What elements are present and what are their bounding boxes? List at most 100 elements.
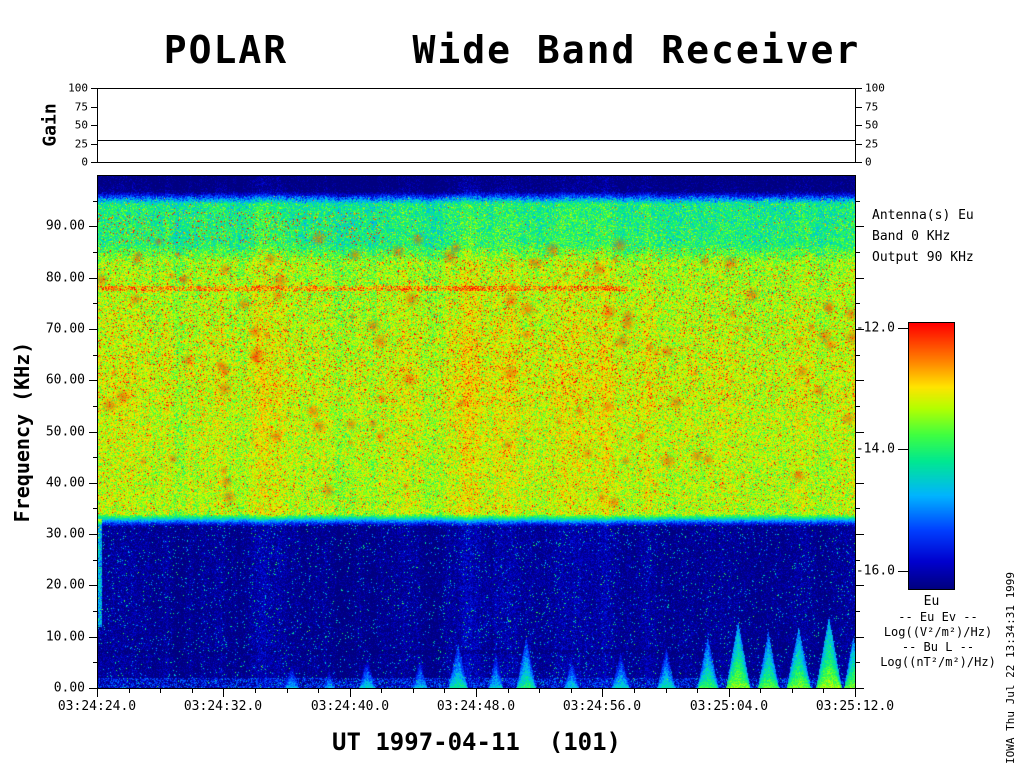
antenna-annotation: Antenna(s) Eu: [872, 208, 974, 223]
colorbar-tick: [898, 449, 908, 450]
time-minor-tick: [508, 689, 509, 693]
gain-tick-label: 25: [75, 138, 88, 151]
freq-tick-label: 60.00: [46, 373, 85, 388]
freq-tick-label: 50.00: [46, 425, 85, 440]
freq-tick-label: 90.00: [46, 219, 85, 234]
gain-tick-label: 25: [865, 138, 878, 151]
gain-tick: [856, 107, 862, 108]
creation-timestamp: IOWA Thu Jul 22 13:34:31 1999: [1004, 572, 1017, 764]
time-tick: [350, 689, 351, 697]
time-axis-label: UT 1997-04-11 (101): [97, 728, 856, 756]
gain-tick-label: 0: [865, 156, 872, 169]
freq-tick: [89, 483, 97, 484]
polar-wbr-figure: POLAR Wide Band Receiver Gain Frequency …: [0, 0, 1024, 768]
gain-axis-label: Gain: [40, 103, 61, 146]
freq-tick: [89, 585, 97, 586]
freq-tick: [856, 585, 864, 586]
gain-tick: [856, 88, 862, 89]
time-tick-label: 03:24:56.0: [563, 699, 641, 714]
gain-tick-label: 50: [865, 119, 878, 132]
time-minor-tick: [381, 689, 382, 693]
gain-tick-label: 0: [81, 156, 88, 169]
time-tick: [476, 689, 477, 697]
time-tick-label: 03:24:24.0: [58, 699, 136, 714]
output-annotation: Output 90 KHz: [872, 250, 974, 265]
freq-minor-tick: [93, 406, 97, 407]
freq-tick-label: 0.00: [54, 681, 85, 696]
freq-tick-label: 30.00: [46, 527, 85, 542]
legend-line-units-e: Log((V²/m²)/Hz): [856, 625, 1020, 639]
freq-minor-tick: [93, 611, 97, 612]
time-minor-tick: [539, 689, 540, 693]
freq-minor-tick: [93, 662, 97, 663]
freq-minor-tick: [856, 560, 860, 561]
gain-tick: [91, 125, 97, 126]
gain-tick: [91, 107, 97, 108]
time-tick: [223, 689, 224, 697]
legend-line-units-b: Log((nT²/m²)/Hz): [856, 655, 1020, 669]
time-minor-tick: [697, 689, 698, 693]
gain-panel: [97, 88, 856, 163]
colorbar: [908, 322, 955, 590]
time-tick: [855, 689, 856, 697]
freq-minor-tick: [93, 252, 97, 253]
colorbar-tick-label: -16.0: [856, 564, 895, 579]
freq-minor-tick: [856, 406, 860, 407]
time-minor-tick: [129, 689, 130, 693]
freq-minor-tick: [856, 303, 860, 304]
freq-tick: [856, 432, 864, 433]
freq-tick: [89, 329, 97, 330]
freq-minor-tick: [93, 457, 97, 458]
time-tick: [729, 689, 730, 697]
time-minor-tick: [192, 689, 193, 693]
time-tick-label: 03:25:04.0: [690, 699, 768, 714]
freq-tick-label: 70.00: [46, 322, 85, 337]
freq-tick-label: 40.00: [46, 476, 85, 491]
freq-tick: [89, 226, 97, 227]
freq-minor-tick: [93, 355, 97, 356]
legend-line-eu-ev: -- Eu Ev --: [856, 610, 1020, 624]
legend-line-bu-l: -- Bu L --: [856, 640, 1020, 654]
colorbar-tick-label: -14.0: [856, 442, 895, 457]
time-minor-tick: [634, 689, 635, 693]
time-tick-label: 03:24:32.0: [184, 699, 262, 714]
freq-tick: [89, 688, 97, 689]
gain-tick: [856, 125, 862, 126]
freq-tick: [856, 380, 864, 381]
freq-tick: [856, 688, 864, 689]
gain-tick: [91, 88, 97, 89]
freq-tick: [856, 637, 864, 638]
frequency-axis-label: Frequency (KHz): [10, 342, 34, 523]
freq-minor-tick: [856, 508, 860, 509]
band-annotation: Band 0 KHz: [872, 229, 950, 244]
gain-tick: [91, 162, 97, 163]
gain-trace: [98, 140, 855, 141]
time-tick-label: 03:24:48.0: [437, 699, 515, 714]
colorbar-label: Eu: [908, 594, 955, 609]
page-title: POLAR Wide Band Receiver: [0, 28, 1024, 72]
spectrogram-frame: [97, 175, 856, 689]
time-tick: [602, 689, 603, 697]
freq-tick: [89, 278, 97, 279]
time-tick-label: 03:24:40.0: [311, 699, 389, 714]
gain-tick-label: 50: [75, 119, 88, 132]
freq-tick: [89, 380, 97, 381]
freq-minor-tick: [856, 662, 860, 663]
spectrogram-canvas: [98, 176, 855, 688]
freq-minor-tick: [856, 252, 860, 253]
freq-minor-tick: [93, 303, 97, 304]
freq-minor-tick: [856, 201, 860, 202]
time-minor-tick: [255, 689, 256, 693]
colorbar-tick: [898, 571, 908, 572]
gain-tick-label: 100: [68, 82, 88, 95]
freq-minor-tick: [93, 201, 97, 202]
time-minor-tick: [760, 689, 761, 693]
time-minor-tick: [792, 689, 793, 693]
freq-tick: [89, 432, 97, 433]
freq-minor-tick: [856, 611, 860, 612]
freq-tick: [89, 637, 97, 638]
gain-tick: [856, 162, 862, 163]
freq-tick: [856, 278, 864, 279]
time-tick-label: 03:25:12.0: [816, 699, 894, 714]
time-minor-tick: [160, 689, 161, 693]
